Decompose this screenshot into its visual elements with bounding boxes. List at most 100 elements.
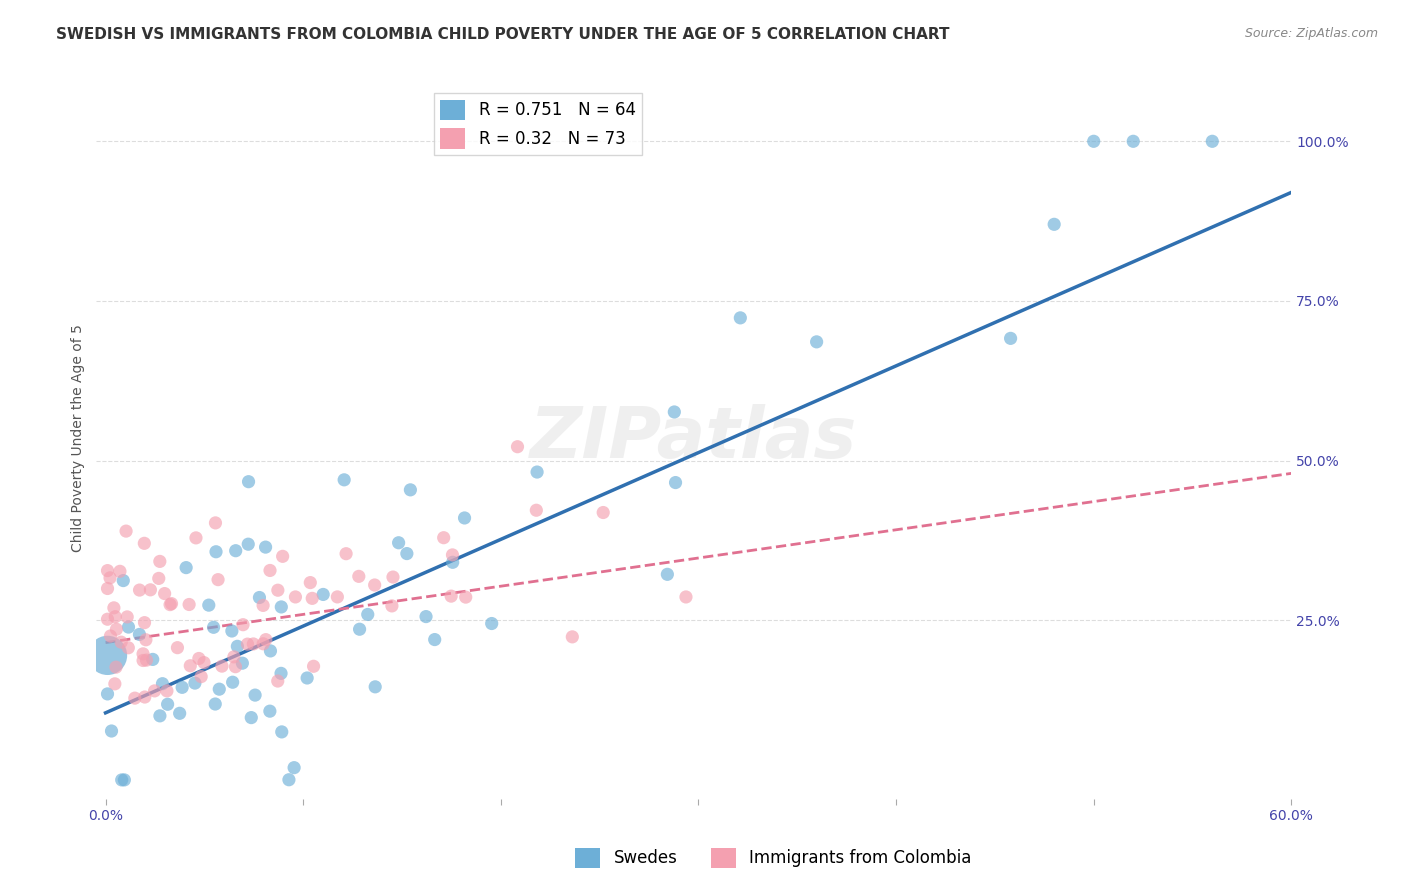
Point [1083,134,1105,148]
Point [433,531,456,545]
Point [100,724,122,739]
Point [115,610,138,624]
Point [224,659,246,673]
Point [152,676,174,690]
Point [238,537,260,551]
Point [96,612,118,626]
Point [236,637,259,651]
Point [115,524,138,538]
Point [134,615,156,630]
Point [267,583,290,598]
Point [259,564,281,578]
Legend: R = 0.751   N = 64, R = 0.32   N = 73: R = 0.751 N = 64, R = 0.32 N = 73 [433,93,643,155]
Point [100,629,122,643]
Point [524,503,547,517]
Point [142,652,165,666]
Point [382,570,405,584]
Point [295,671,318,685]
Point [299,575,322,590]
Point [675,590,697,604]
Point [254,540,277,554]
Point [335,547,357,561]
Point [159,598,181,612]
Point [112,772,135,787]
Point [143,684,166,698]
Point [238,475,260,489]
Point [153,586,176,600]
Point [96,582,118,596]
Point [347,569,370,583]
Text: ZIPatlas: ZIPatlas [530,404,858,473]
Point [399,483,422,497]
Point [270,666,292,681]
Point [561,630,583,644]
Point [211,659,233,673]
Point [423,632,446,647]
Point [349,622,371,636]
Point [453,511,475,525]
Point [333,473,356,487]
Point [104,660,127,674]
Point [592,506,614,520]
Point [249,591,271,605]
Point [231,656,253,670]
Point [148,571,170,585]
Point [103,600,125,615]
Point [204,516,226,530]
Point [135,632,157,647]
Point [190,670,212,684]
Point [221,624,243,638]
Point [156,698,179,712]
Point [240,710,263,724]
Text: Source: ZipAtlas.com: Source: ZipAtlas.com [1244,27,1378,40]
Point [149,554,172,568]
Point [259,704,281,718]
Point [277,772,299,787]
Text: SWEDISH VS IMMIGRANTS FROM COLOMBIA CHILD POVERTY UNDER THE AGE OF 5 CORRELATION: SWEDISH VS IMMIGRANTS FROM COLOMBIA CHIL… [56,27,949,42]
Point [225,543,247,558]
Point [454,590,477,604]
Point [187,651,209,665]
Point [205,545,228,559]
Point [134,690,156,704]
Point [169,706,191,721]
Point [117,640,139,655]
Point [139,582,162,597]
Point [259,644,281,658]
Point [134,536,156,550]
Point [172,681,194,695]
Point [270,599,292,614]
Point [664,405,686,419]
Point [156,684,179,698]
Point [252,599,274,613]
Point [441,555,464,569]
Point [243,688,266,702]
Y-axis label: Child Poverty Under the Age of 5: Child Poverty Under the Age of 5 [72,325,86,552]
Point [96,564,118,578]
Point [242,637,264,651]
Point [1122,134,1144,148]
Point [440,589,463,603]
Point [128,627,150,641]
Point [388,535,411,549]
Point [270,725,292,739]
Legend: Swedes, Immigrants from Colombia: Swedes, Immigrants from Colombia [568,841,979,875]
Point [193,656,215,670]
Point [312,587,335,601]
Point [160,597,183,611]
Point [222,649,245,664]
Point [481,616,503,631]
Point [364,680,387,694]
Point [111,772,134,787]
Point [1043,217,1066,231]
Point [526,465,548,479]
Point [283,761,305,775]
Point [110,635,132,649]
Point [226,640,249,654]
Point [232,617,254,632]
Point [135,653,157,667]
Point [254,632,277,647]
Point [184,531,207,545]
Point [326,590,349,604]
Point [96,687,118,701]
